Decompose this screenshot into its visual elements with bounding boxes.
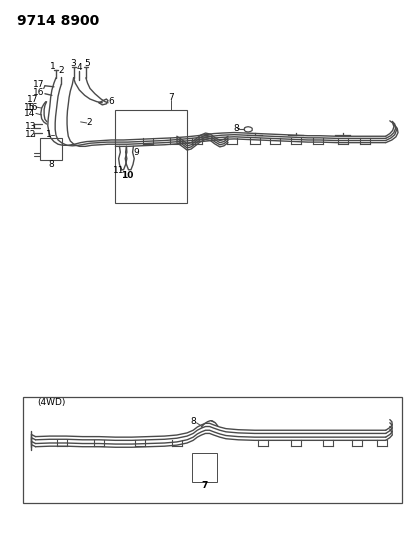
- Text: 14: 14: [24, 109, 35, 118]
- Text: 8: 8: [234, 124, 240, 133]
- Text: 9: 9: [133, 148, 139, 157]
- Text: 15: 15: [24, 102, 35, 111]
- Bar: [192, 453, 217, 482]
- Text: 2: 2: [58, 67, 64, 75]
- Text: 2: 2: [86, 118, 92, 127]
- Text: 11: 11: [113, 166, 125, 175]
- Text: 16: 16: [32, 88, 44, 97]
- Text: 1: 1: [46, 130, 52, 139]
- Text: 12: 12: [25, 130, 36, 139]
- Text: 9714 8900: 9714 8900: [17, 14, 99, 28]
- Text: 1: 1: [50, 62, 56, 70]
- Text: (4WD): (4WD): [37, 398, 66, 407]
- Text: 17: 17: [32, 80, 44, 89]
- Text: 17: 17: [27, 94, 38, 103]
- Text: 5: 5: [84, 60, 90, 68]
- Bar: [23, 397, 402, 503]
- Text: 8: 8: [48, 160, 54, 169]
- Bar: [39, 138, 62, 160]
- Text: 6: 6: [109, 97, 114, 106]
- Text: 10: 10: [121, 171, 133, 180]
- Text: 4: 4: [76, 63, 82, 72]
- Text: 7: 7: [168, 93, 173, 102]
- Text: 8: 8: [190, 417, 196, 426]
- Text: 7: 7: [201, 481, 208, 490]
- Text: 3: 3: [71, 60, 76, 68]
- Text: 16: 16: [27, 102, 38, 111]
- Bar: [115, 110, 187, 203]
- Text: 13: 13: [25, 122, 36, 131]
